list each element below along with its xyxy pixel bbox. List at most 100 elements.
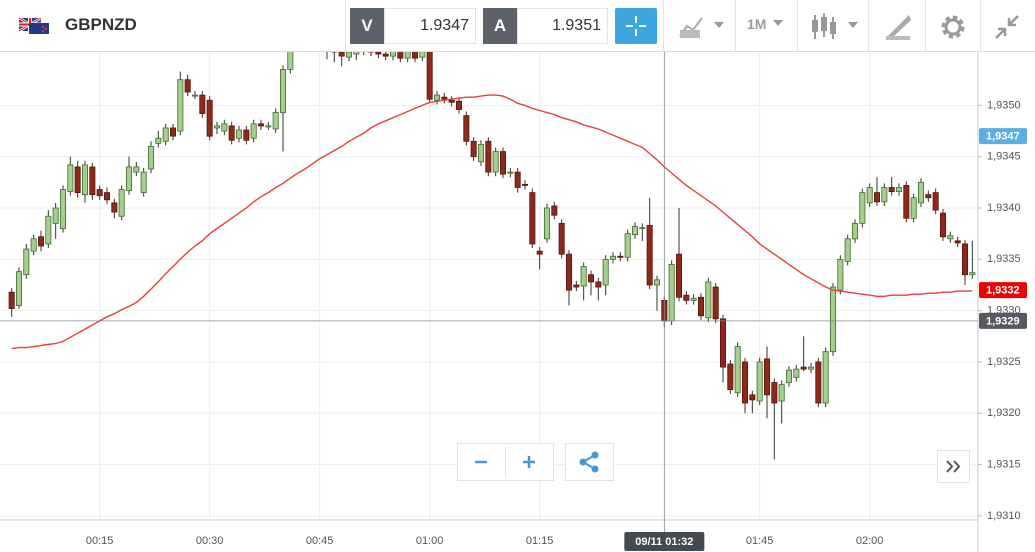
candle-body [778,384,785,402]
y-tick-label: 1,9335 [987,253,1021,265]
bid-button[interactable]: V [350,8,384,44]
candle-body [375,52,382,55]
moving-average [11,94,973,350]
candle-body [558,222,565,255]
candle-body [419,52,426,58]
price-marker [979,128,1027,145]
candle-body [859,192,866,224]
collapse-button[interactable] [994,14,1020,40]
share-button[interactable] [579,451,599,473]
candle-body [206,99,213,137]
y-tick-label: 1,9315 [987,458,1021,470]
candle-body [397,52,404,59]
candle-body [529,192,536,245]
candle-body [279,69,286,113]
candle-body [676,253,683,298]
separator [345,0,346,52]
candle-body [317,34,322,39]
candle-body [147,146,154,170]
candle-body [228,125,235,141]
candle-body [632,226,639,236]
candle-body [822,351,829,404]
candle-body [910,197,917,219]
candle-body [551,205,558,216]
crosshair-x-label-bg [624,532,705,551]
candle-body [257,123,264,127]
candle-body [844,238,851,262]
crosshair-button[interactable] [615,8,657,44]
candle-body [184,79,191,93]
candle-body [837,258,844,291]
candle-body [698,296,705,317]
chart-type-button[interactable] [678,14,728,40]
candle-body [82,164,89,196]
candle-body [433,94,440,101]
candle-body [639,227,646,229]
candle-body [213,125,220,129]
candle-body [111,202,118,213]
candle-body [169,127,176,137]
plot-area [8,34,976,460]
candle-body [30,238,37,252]
x-tick-label: 00:15 [86,535,114,547]
candle-type-button[interactable] [810,12,860,42]
separator [735,0,736,52]
separator [868,0,869,52]
x-tick-label: 01:45 [746,535,774,547]
candle-body [786,369,793,383]
candle-body [353,52,360,55]
price-marker-label: 1,9329 [986,315,1020,327]
ask-price: 1.9351 [517,8,608,44]
candle-body [389,52,396,57]
separator [663,0,664,52]
candle-body [624,233,631,258]
bid-price: 1.9347 [384,8,476,44]
candle-body [954,240,961,244]
candle-body [140,171,147,194]
candle-body [771,382,778,404]
candle-body [133,166,140,173]
candle-body [896,187,903,192]
candle-body [734,346,741,394]
dropdown-arrow [773,20,783,26]
candle-body [690,297,697,301]
candle-body [287,52,294,70]
zoom-in[interactable] [523,456,535,468]
zoom-controls [457,443,614,481]
candle-body [272,112,279,130]
candle-body [118,189,125,217]
candle-body [793,368,800,378]
y-tick-label: 1,9350 [987,99,1021,111]
ask-button[interactable]: A [483,8,517,44]
candle-body [808,366,815,370]
candle-body [96,189,103,197]
candle-body [573,284,580,288]
candle-body [646,225,653,286]
candle-body [602,258,609,286]
y-tick-label: 1,9325 [987,356,1021,368]
price-marker [979,282,1027,299]
price-marker-label: 1,9347 [986,131,1020,143]
candle-body [588,274,595,283]
draw-button[interactable] [883,12,913,42]
flag [19,18,49,34]
x-tick-label: 00:45 [306,535,334,547]
candle-body [60,189,67,229]
timeframe[interactable]: 1M [747,16,767,32]
separator [797,0,798,52]
scroll-end-button[interactable] [937,450,970,483]
candle-body [126,166,133,191]
candle-body [177,79,184,132]
separator [925,0,926,52]
candle-body [514,171,521,188]
candle-body [265,125,272,128]
candle-body [89,166,96,196]
candle-body [932,192,939,211]
candle-body [324,44,329,46]
candle-body [617,255,624,258]
x-tick-label: 00:30 [196,535,224,547]
candle-body [485,140,492,173]
settings-button[interactable] [939,13,967,41]
candle-body [962,243,969,276]
